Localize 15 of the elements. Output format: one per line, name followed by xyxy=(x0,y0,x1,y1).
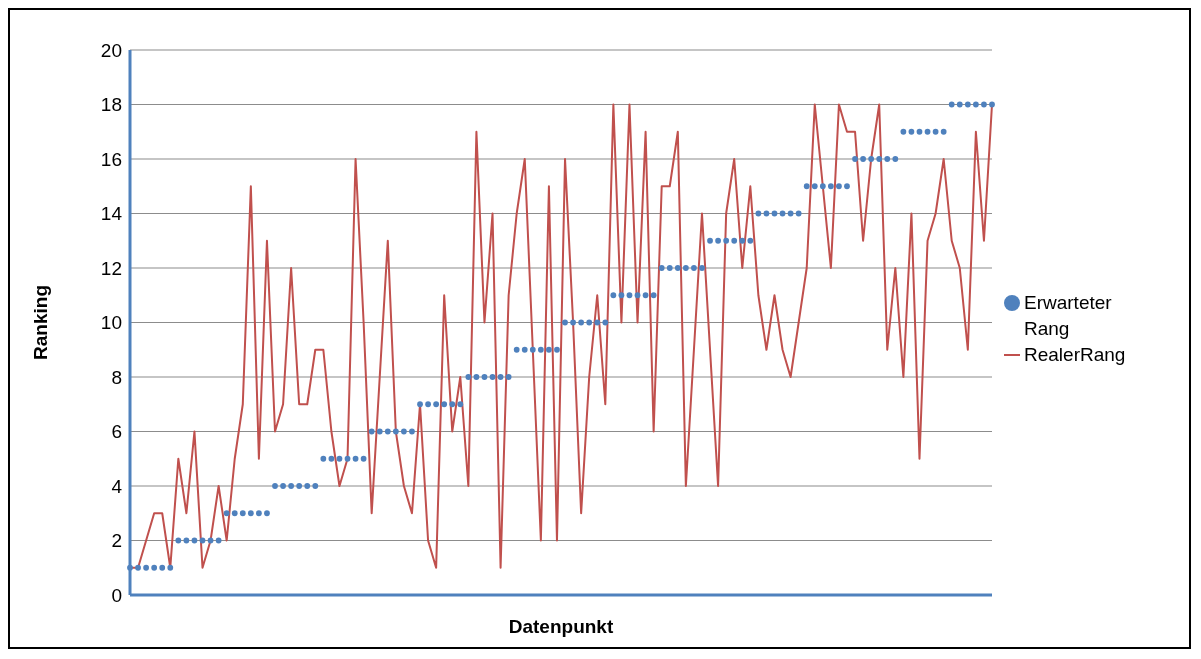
y-tick-label: 16 xyxy=(100,148,122,170)
x-axis-title: Datenpunkt xyxy=(508,616,614,637)
legend-label: RealerRang xyxy=(1024,342,1126,367)
y-tick-label: 12 xyxy=(100,257,122,279)
y-tick-label: 10 xyxy=(100,312,122,334)
y-axis-title: Ranking xyxy=(29,285,51,360)
y-tick-label: 14 xyxy=(100,203,123,225)
y-tick-label: 20 xyxy=(100,39,122,61)
y-tick-label: 4 xyxy=(111,475,123,497)
y-tick-label: 18 xyxy=(100,94,122,116)
y-tick-label: 2 xyxy=(111,530,122,552)
y-tick-label: 8 xyxy=(111,366,122,388)
y-tick-label: 0 xyxy=(111,584,122,606)
legend-label: Erwarteter Rang xyxy=(1024,290,1113,341)
y-tick-label: 6 xyxy=(111,421,122,443)
